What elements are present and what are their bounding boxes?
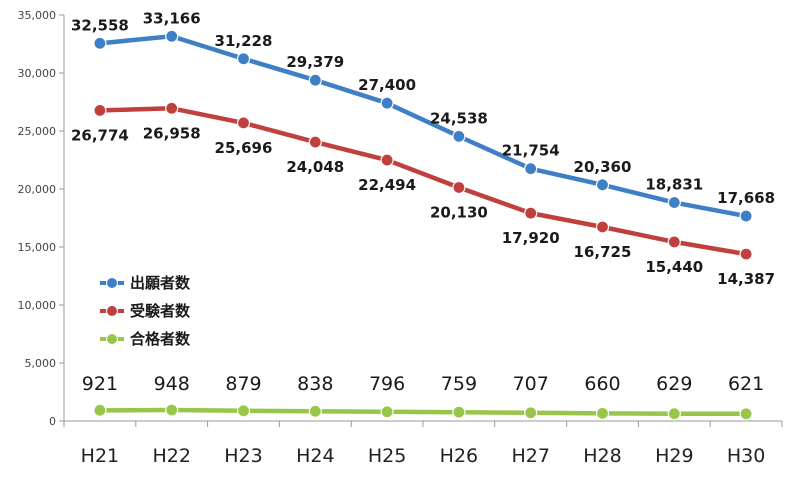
y-tick-label: 5,000 [25,357,57,370]
data-point [524,162,538,176]
data-label: 629 [656,373,692,395]
x-tick-label: H30 [727,445,765,467]
data-label: 15,440 [645,258,703,276]
y-tick-label: 20,000 [18,183,57,196]
data-point [93,103,107,118]
data-label: 707 [513,373,549,395]
legend-marker-1 [106,277,118,289]
y-tick-label: 10,000 [18,299,57,312]
data-label: 621 [728,373,764,395]
data-label: 27,400 [358,76,416,94]
data-label: 838 [297,373,333,395]
x-tick-label: H21 [81,445,119,467]
data-label: 31,228 [215,32,273,50]
data-point [308,135,322,149]
data-point [236,52,251,66]
data-label: 22,494 [358,176,416,194]
data-point [595,220,610,234]
data-point [595,178,610,192]
data-label: 660 [584,373,620,395]
data-label: 16,725 [574,243,632,261]
data-point [595,406,610,420]
data-label: 33,166 [143,9,201,27]
y-tick-label: 25,000 [18,125,57,138]
data-point [380,405,394,419]
x-tick-label: H25 [368,445,406,467]
legend-marker-3 [106,333,118,345]
x-tick-label: H26 [440,445,478,467]
data-label: 17,920 [502,229,560,247]
legend-marker-2 [106,305,118,317]
data-label: 24,538 [430,109,488,127]
legend-label-3: 合格者数 [129,330,191,348]
legend-label-2: 受験者数 [130,302,191,320]
data-point [739,407,753,421]
data-point [308,404,322,418]
data-label: 879 [225,373,261,395]
data-point [452,129,466,143]
data-point [308,73,322,87]
x-tick-label: H28 [583,445,621,467]
data-label: 948 [154,373,190,395]
data-point [739,209,753,223]
data-point [165,403,179,417]
x-tick-label: H29 [655,445,693,467]
series-line-3 [99,407,747,417]
data-point [165,101,179,115]
data-label: 26,774 [71,126,129,144]
data-label: 25,696 [215,139,273,157]
data-point [524,406,538,420]
y-tick-label: 35,000 [18,9,57,22]
data-point [380,153,394,167]
data-point [236,116,251,130]
y-tick-label: 15,000 [18,241,57,254]
data-label: 796 [369,373,405,395]
data-point [452,180,466,195]
data-point [452,405,466,419]
x-tick-label: H22 [152,445,190,467]
series-line-2 [99,106,747,257]
data-point [667,195,681,210]
data-point [236,404,251,418]
x-tick-label: H27 [511,445,549,467]
data-label: 20,130 [430,203,488,221]
data-point [667,407,681,421]
y-tick-label: 0 [49,415,56,428]
data-label: 32,558 [71,16,129,34]
data-label: 29,379 [286,53,344,71]
data-label: 14,387 [717,270,775,288]
data-point [93,36,107,50]
data-label: 759 [441,373,477,395]
legend-label-1: 出願者数 [130,274,191,292]
series-line-1 [99,34,747,219]
data-point [524,206,538,220]
data-point [739,247,753,261]
data-label: 24,048 [286,158,344,176]
y-tick-label: 30,000 [18,67,57,80]
data-point [380,96,394,110]
data-label: 20,360 [574,158,632,176]
x-tick-label: H23 [224,445,262,467]
data-label: 921 [82,373,118,395]
data-point [165,29,179,43]
data-label: 17,668 [717,189,775,207]
data-label: 26,958 [143,124,201,142]
data-point [93,403,107,417]
data-label: 18,831 [645,176,703,194]
x-tick-label: H24 [296,445,334,467]
data-point [667,235,681,249]
data-label: 21,754 [502,142,560,160]
